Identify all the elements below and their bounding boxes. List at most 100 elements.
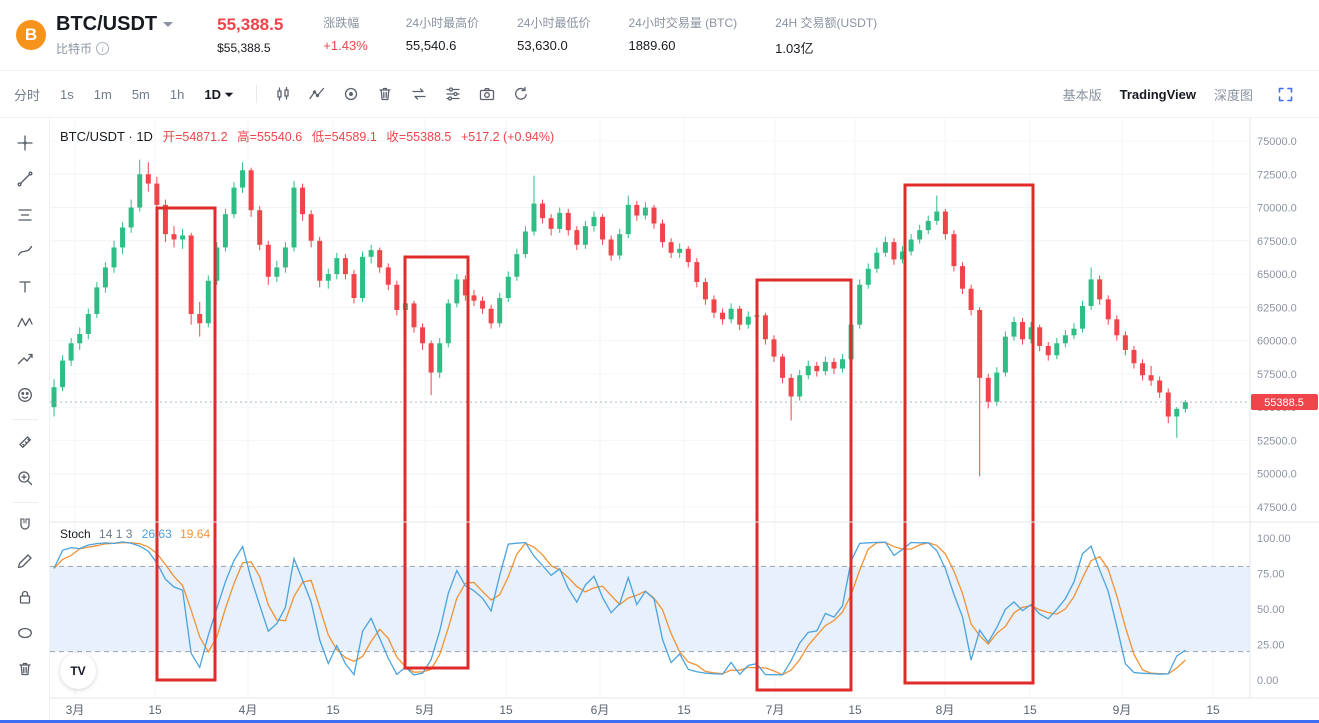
bitcoin-logo-icon: B — [16, 20, 46, 50]
compare-icon[interactable] — [405, 80, 433, 108]
svg-text:5月: 5月 — [416, 703, 435, 717]
svg-text:25.00: 25.00 — [1257, 640, 1285, 652]
pencil-icon[interactable] — [8, 544, 42, 578]
divider — [11, 419, 38, 420]
stat-change: 涨跌幅 +1.43% — [323, 15, 368, 53]
legend-change: +517.2 (+0.94%) — [461, 130, 555, 144]
mode-depth[interactable]: 深度图 — [1213, 87, 1253, 103]
svg-text:72500.0: 72500.0 — [1257, 169, 1297, 181]
brush-icon[interactable] — [8, 234, 42, 268]
symbol-subtitle: 比特币 — [56, 42, 93, 56]
symbol-header: B BTC/USDT 比特币 i 55,388.5 $55,388.5 涨跌幅 … — [0, 0, 1319, 70]
camera-icon[interactable] — [473, 80, 501, 108]
price-chart-svg[interactable]: 75000.0 72500.0 70000.0 67500.0 65000.0 62500… — [50, 118, 1319, 723]
refresh-icon[interactable] — [507, 80, 535, 108]
svg-text:100.00: 100.00 — [1257, 533, 1291, 545]
svg-text:62500.0: 62500.0 — [1257, 302, 1297, 314]
stat-24h-high: 24小时最高价 55,540.6 — [405, 15, 480, 53]
divider — [255, 85, 257, 103]
chart-toolbar: 分时 1s 1m 5m 1h 1D 基本版 TradingView 深度图 — [0, 70, 1319, 118]
stat-24h-low: 24小时最低价 53,630.0 — [517, 15, 591, 53]
drawing-tools-sidebar — [0, 118, 50, 723]
tradingview-logo[interactable]: TV — [60, 653, 96, 689]
last-price: 55,388.5 — [217, 15, 284, 34]
stoch-legend: Stoch 14 1 3 26.63 19.64 — [60, 527, 210, 541]
svg-text:70000.0: 70000.0 — [1257, 203, 1297, 215]
zoom-in-icon[interactable] — [8, 461, 42, 495]
svg-text:7月: 7月 — [766, 703, 785, 717]
stat-24h-turnover: 24H 交易额(USDT) 1.03亿 — [775, 15, 878, 56]
last-price-usd: $55,388.5 — [217, 41, 271, 55]
magnet-icon[interactable] — [8, 508, 42, 542]
svg-text:3月: 3月 — [66, 703, 85, 717]
svg-text:15: 15 — [1023, 703, 1037, 717]
svg-text:50.00: 50.00 — [1257, 604, 1285, 616]
svg-text:50000.0: 50000.0 — [1257, 469, 1297, 481]
timeframe-1m[interactable]: 1m — [93, 86, 112, 102]
mode-tradingview[interactable]: TradingView — [1119, 86, 1196, 102]
svg-text:9月: 9月 — [1113, 703, 1132, 717]
chart-legend: BTC/USDT · 1D 开=54871.2 高=55540.6 低=5458… — [60, 126, 554, 145]
svg-text:55388.5: 55388.5 — [1264, 397, 1304, 409]
timeframe-5m[interactable]: 5m — [131, 86, 150, 102]
legend-low: 低=54589.1 — [311, 130, 377, 144]
symbol-title: BTC/USDT — [56, 13, 158, 35]
candle-style-icon[interactable] — [269, 80, 297, 108]
bottom-accent-bar — [0, 720, 1319, 723]
emoji-icon[interactable] — [8, 378, 42, 412]
svg-text:75000.0: 75000.0 — [1257, 136, 1297, 148]
svg-text:8月: 8月 — [936, 703, 955, 717]
svg-text:15: 15 — [677, 703, 691, 717]
ellipse-icon[interactable] — [8, 616, 42, 650]
timeframe-1h[interactable]: 1h — [169, 86, 185, 102]
chevron-down-icon[interactable] — [163, 22, 174, 32]
svg-text:67500.0: 67500.0 — [1257, 236, 1297, 248]
legend-close: 收=55388.5 — [386, 130, 452, 144]
divider — [11, 502, 38, 503]
svg-text:47500.0: 47500.0 — [1257, 502, 1297, 514]
price-block: 55,388.5 $55,388.5 — [217, 15, 283, 55]
svg-text:52500.0: 52500.0 — [1257, 435, 1297, 447]
svg-text:75.00: 75.00 — [1257, 569, 1285, 581]
trend-line-icon[interactable] — [8, 162, 42, 196]
templates-icon[interactable] — [439, 80, 467, 108]
svg-text:0.00: 0.00 — [1257, 675, 1278, 687]
delete-drawings-icon[interactable] — [371, 80, 399, 108]
timeframe-1d-active[interactable]: 1D — [204, 87, 234, 102]
forecast-icon[interactable] — [8, 342, 42, 376]
trash-icon[interactable] — [8, 652, 42, 686]
fullscreen-expand-icon[interactable] — [1271, 80, 1299, 108]
info-icon[interactable]: i — [96, 42, 110, 55]
stoch-k-value: 26.63 — [141, 527, 172, 541]
stats-row: 涨跌幅 +1.43% 24小时最高价 55,540.6 24小时最低价 53,6… — [323, 14, 877, 57]
indicators-icon[interactable] — [303, 80, 331, 108]
target-icon[interactable] — [337, 80, 365, 108]
svg-text:6月: 6月 — [591, 703, 610, 717]
svg-text:15: 15 — [499, 703, 513, 717]
svg-text:15: 15 — [148, 703, 162, 717]
symbol-selector[interactable]: BTC/USDT 比特币 i — [56, 13, 174, 57]
legend-high: 高=55540.6 — [237, 130, 303, 144]
svg-text:65000.0: 65000.0 — [1257, 269, 1297, 281]
chevron-down-icon — [224, 92, 234, 101]
svg-text:15: 15 — [1206, 703, 1220, 717]
svg-text:57500.0: 57500.0 — [1257, 369, 1297, 381]
svg-text:4月: 4月 — [239, 703, 258, 717]
ruler-icon[interactable] — [8, 425, 42, 459]
timeframe-fenshi[interactable]: 分时 — [14, 87, 41, 103]
mode-basic[interactable]: 基本版 — [1062, 87, 1102, 103]
xabcd-pattern-icon[interactable] — [8, 306, 42, 340]
stoch-name: Stoch — [60, 527, 91, 541]
svg-text:15: 15 — [326, 703, 340, 717]
svg-text:60000.0: 60000.0 — [1257, 336, 1297, 348]
stoch-d-value: 19.64 — [180, 527, 211, 541]
legend-title: BTC/USDT · 1D — [60, 129, 153, 144]
text-icon[interactable] — [8, 270, 42, 304]
stat-24h-volume: 24小时交易量 (BTC) 1889.60 — [628, 15, 738, 53]
legend-open: 开=54871.2 — [162, 130, 228, 144]
fib-retracement-icon[interactable] — [8, 198, 42, 232]
lock-icon[interactable] — [8, 580, 42, 614]
chart-area[interactable]: 75000.0 72500.0 70000.0 67500.0 65000.0 62500… — [50, 118, 1319, 723]
timeframe-1s[interactable]: 1s — [60, 86, 74, 102]
crosshair-icon[interactable] — [8, 126, 42, 160]
